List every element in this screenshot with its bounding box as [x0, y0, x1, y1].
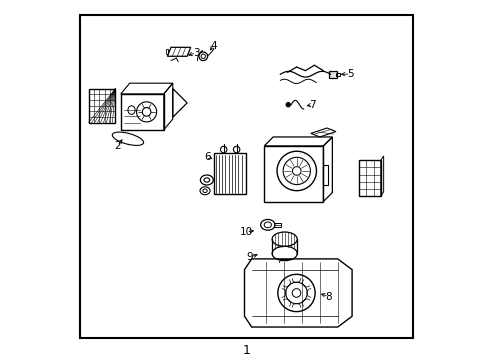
Bar [328, 71, 336, 78]
Text: 1: 1 [242, 344, 250, 357]
Bar [88, 89, 115, 123]
Text: 8: 8 [325, 292, 331, 302]
Text: 5: 5 [346, 69, 353, 79]
Text: 9: 9 [246, 252, 253, 262]
Bar [274, 223, 280, 227]
Bar [335, 73, 340, 76]
Text: 4: 4 [210, 41, 217, 50]
Text: 2: 2 [114, 141, 120, 151]
Text: 3: 3 [192, 48, 199, 58]
Bar [214, 153, 246, 194]
Bar [165, 49, 168, 54]
Ellipse shape [285, 103, 290, 107]
Text: 6: 6 [204, 152, 211, 162]
Bar [323, 165, 327, 185]
Bar [359, 160, 380, 196]
Bar [121, 94, 163, 130]
Text: 10: 10 [239, 227, 252, 237]
Text: 7: 7 [309, 100, 315, 110]
Bar [264, 146, 323, 202]
